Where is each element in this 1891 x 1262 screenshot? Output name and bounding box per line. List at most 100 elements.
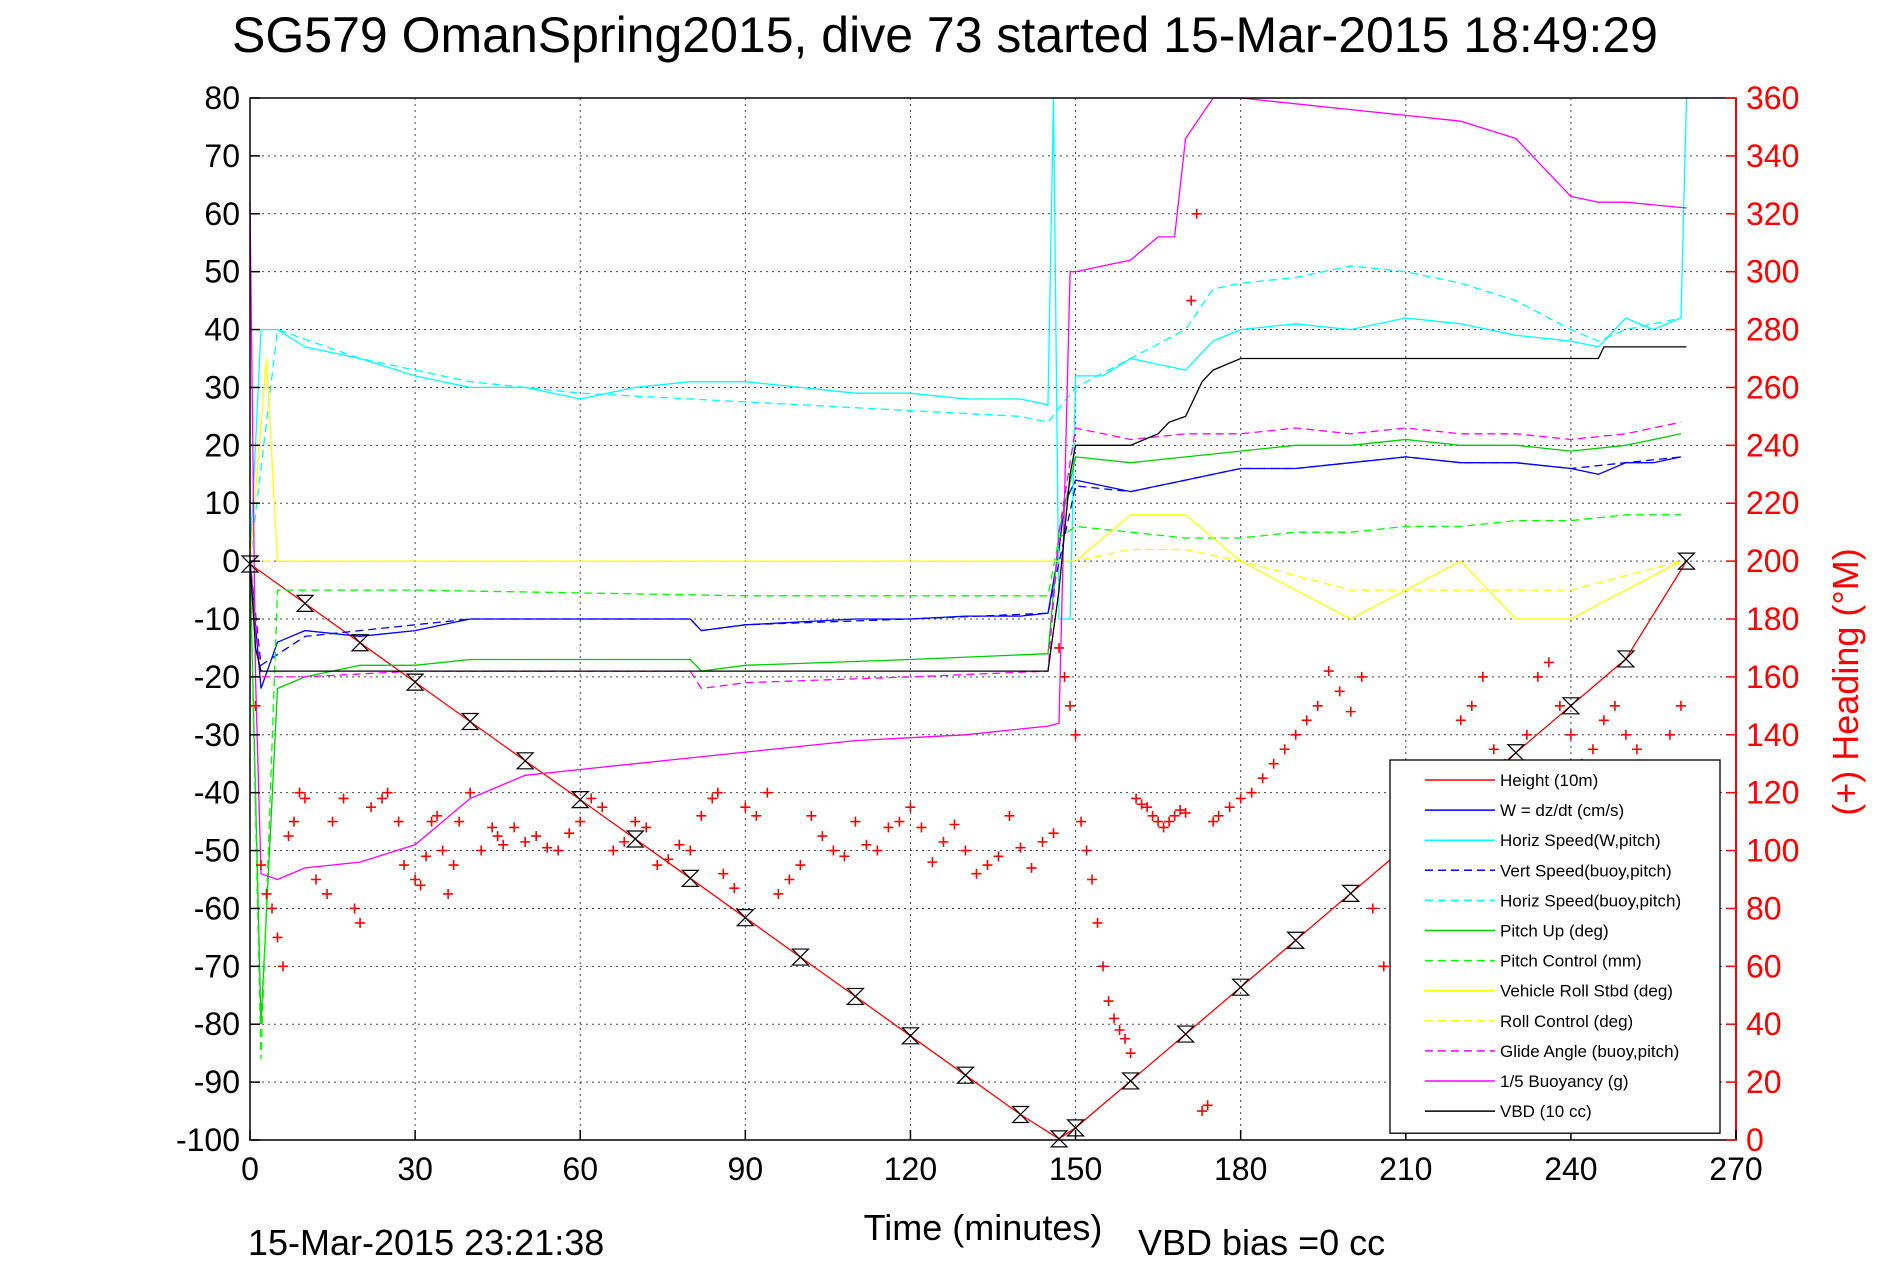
height-marker bbox=[1286, 931, 1306, 949]
heading-marker bbox=[729, 883, 740, 894]
y-tick-label: -100 bbox=[176, 1122, 240, 1158]
heading-marker bbox=[575, 816, 586, 827]
heading-marker bbox=[1120, 1033, 1131, 1044]
height-marker bbox=[405, 673, 425, 691]
heading-marker bbox=[520, 836, 531, 847]
heading-marker bbox=[916, 822, 927, 833]
height-marker bbox=[1011, 1105, 1030, 1124]
heading-marker bbox=[1070, 729, 1081, 740]
y-tick-label: -70 bbox=[194, 948, 240, 984]
heading-marker bbox=[1114, 1025, 1125, 1036]
legend-label: Glide Angle (buoy,pitch) bbox=[1500, 1042, 1679, 1061]
right-tick-label: 180 bbox=[1746, 601, 1799, 637]
legend-label: VBD (10 cc) bbox=[1500, 1102, 1592, 1121]
heading-marker bbox=[1081, 845, 1092, 856]
height-marker bbox=[295, 594, 315, 612]
heading-marker bbox=[531, 831, 542, 842]
right-tick-label: 300 bbox=[1746, 254, 1799, 290]
heading-marker bbox=[465, 787, 476, 798]
series-line bbox=[249, 265, 1682, 562]
x-tick-label: 210 bbox=[1379, 1151, 1432, 1187]
right-tick-label: 260 bbox=[1746, 369, 1799, 405]
right-tick-label: 120 bbox=[1746, 775, 1799, 811]
heading-marker bbox=[685, 845, 696, 856]
y-tick-label: 70 bbox=[204, 138, 240, 174]
heading-marker bbox=[1076, 816, 1087, 827]
heading-marker bbox=[586, 793, 597, 804]
y-tick-label: -60 bbox=[194, 890, 240, 926]
heading-marker bbox=[707, 793, 718, 804]
heading-marker bbox=[454, 816, 465, 827]
right-tick-label: 0 bbox=[1746, 1122, 1764, 1158]
x-tick-label: 30 bbox=[397, 1151, 433, 1187]
heading-marker bbox=[1147, 810, 1158, 821]
heading-marker bbox=[421, 851, 432, 862]
legend-label: Horiz Speed(W,pitch) bbox=[1500, 831, 1661, 850]
series-line bbox=[249, 97, 1687, 881]
heading-marker bbox=[1059, 671, 1070, 682]
heading-marker bbox=[377, 793, 388, 804]
heading-marker bbox=[487, 822, 498, 833]
heading-marker bbox=[1191, 208, 1202, 219]
heading-marker bbox=[1026, 862, 1037, 873]
heading-marker bbox=[712, 787, 723, 798]
right-tick-label: 240 bbox=[1746, 427, 1799, 463]
height-marker bbox=[625, 830, 645, 848]
height-marker bbox=[1341, 884, 1361, 902]
heading-marker bbox=[432, 810, 443, 821]
heading-marker bbox=[971, 868, 982, 879]
height-marker bbox=[1121, 1072, 1141, 1090]
heading-marker bbox=[1180, 807, 1191, 818]
x-tick-label: 0 bbox=[241, 1151, 259, 1187]
heading-marker bbox=[1213, 810, 1224, 821]
heading-marker bbox=[399, 860, 410, 871]
heading-marker bbox=[850, 816, 861, 827]
heading-marker bbox=[762, 787, 773, 798]
heading-marker bbox=[1087, 874, 1098, 885]
plot-area bbox=[240, 97, 1696, 1148]
right-tick-label: 60 bbox=[1746, 948, 1782, 984]
height-marker bbox=[735, 909, 755, 927]
height-marker bbox=[570, 791, 590, 809]
heading-marker bbox=[696, 810, 707, 821]
heading-marker bbox=[872, 845, 883, 856]
y-tick-label: -50 bbox=[194, 833, 240, 869]
heading-marker bbox=[1054, 642, 1065, 653]
heading-marker bbox=[393, 816, 404, 827]
series-line bbox=[249, 456, 1682, 689]
heading-marker bbox=[1158, 822, 1169, 833]
heading-marker bbox=[883, 822, 894, 833]
right-tick-label: 200 bbox=[1746, 543, 1799, 579]
legend-label: Pitch Control (mm) bbox=[1500, 952, 1642, 971]
y-tick-label: 80 bbox=[204, 80, 240, 116]
heading-marker bbox=[1131, 793, 1142, 804]
height-marker bbox=[240, 555, 260, 573]
heading-marker bbox=[1098, 961, 1109, 972]
height-marker bbox=[1506, 744, 1526, 762]
heading-marker bbox=[437, 845, 448, 856]
heading-marker bbox=[289, 816, 300, 827]
heading-marker bbox=[322, 888, 333, 899]
y-tick-label: 0 bbox=[222, 543, 240, 579]
heading-marker bbox=[597, 802, 608, 813]
heading-marker bbox=[1109, 1013, 1120, 1024]
heading-marker bbox=[1202, 1100, 1213, 1111]
heading-marker bbox=[410, 874, 421, 885]
heading-marker bbox=[608, 845, 619, 856]
right-axis-label: (+) Heading (°M) bbox=[1825, 548, 1866, 815]
heading-marker bbox=[1092, 917, 1103, 928]
series-line bbox=[249, 433, 1682, 1025]
y-tick-label: 40 bbox=[204, 312, 240, 348]
heading-marker bbox=[1587, 744, 1598, 755]
heading-marker bbox=[349, 903, 360, 914]
heading-marker bbox=[619, 836, 630, 847]
x-tick-label: 180 bbox=[1214, 1151, 1267, 1187]
height-marker bbox=[1561, 697, 1581, 715]
y-tick-label: -10 bbox=[194, 601, 240, 637]
y-tick-label: -30 bbox=[194, 717, 240, 753]
heading-marker bbox=[1488, 744, 1499, 755]
right-tick-label: 320 bbox=[1746, 196, 1799, 232]
heading-marker bbox=[1466, 700, 1477, 711]
heading-marker bbox=[795, 860, 806, 871]
heading-marker bbox=[1532, 671, 1543, 682]
